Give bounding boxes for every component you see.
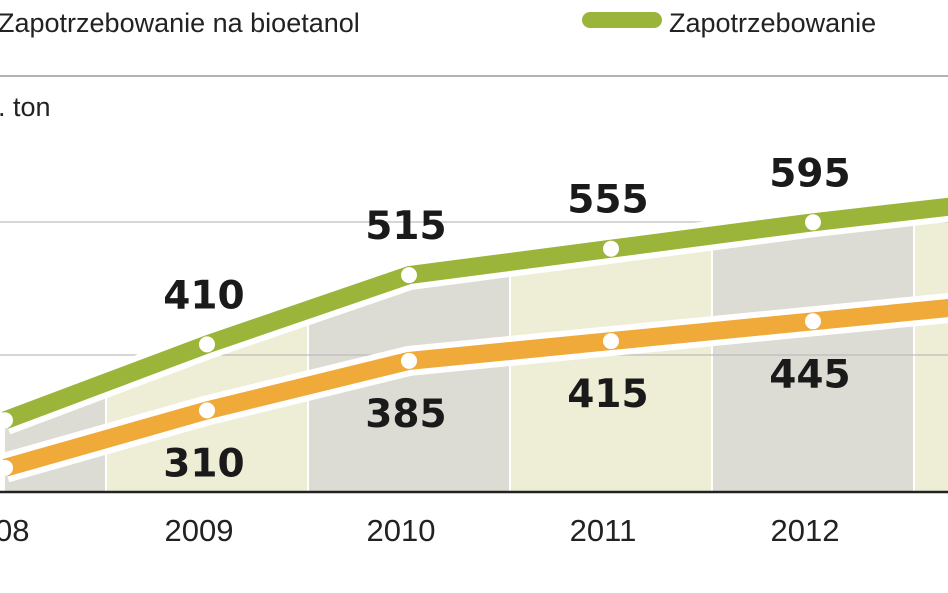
data-point: [0, 412, 13, 429]
unit-label: . ton: [0, 92, 51, 122]
data-label: 415: [567, 372, 648, 417]
x-tick-label: 08: [0, 513, 29, 548]
x-tick-label: 2012: [771, 513, 840, 548]
legend-swatch-green: [582, 12, 662, 28]
legend-label-bioetanol: Zapotrzebowanie na bioetanol: [0, 8, 360, 38]
column-band: [713, 207, 913, 492]
data-point: [401, 352, 417, 369]
data-label: 410: [163, 273, 244, 318]
data-label: 310: [163, 441, 244, 486]
data-point: [199, 336, 215, 353]
x-tick-label: 2010: [367, 513, 436, 548]
data-point: [603, 240, 619, 257]
column-band: [915, 207, 948, 492]
data-label: 445: [769, 352, 850, 397]
data-label: 515: [365, 204, 446, 249]
data-label: 385: [365, 392, 446, 437]
data-point: [805, 313, 821, 330]
x-tick-label: 2009: [165, 513, 234, 548]
legend-label-green: Zapotrzebowanie: [669, 8, 876, 38]
data-point: [805, 214, 821, 231]
data-point: [0, 459, 13, 476]
data-label: 595: [769, 151, 850, 196]
data-label: 555: [567, 178, 648, 223]
data-point: [199, 402, 215, 419]
x-tick-label: 2011: [570, 513, 637, 548]
data-point: [603, 333, 619, 350]
column-band: [309, 207, 509, 492]
data-point: [401, 267, 417, 284]
series-line-orange: [2, 299, 948, 477]
series-line-green: [1, 197, 948, 429]
